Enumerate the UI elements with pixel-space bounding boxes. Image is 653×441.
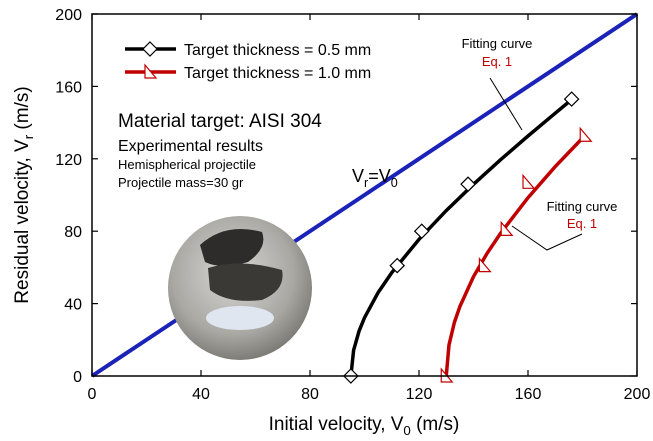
x-tick-label: 200 (624, 386, 651, 403)
x-tick-label: 0 (88, 386, 97, 403)
plot-frame (91, 13, 638, 377)
legend-marker (144, 63, 158, 79)
marker (478, 256, 492, 273)
text-block: Projectile mass=30 gr (118, 175, 244, 190)
text-block: Material target: AISI 304 (118, 111, 322, 132)
photo (168, 216, 312, 360)
x-axis-title: Initial velocity, V0 (m/s) (269, 414, 460, 438)
reference-label: Vr=V0 (352, 166, 398, 190)
photo-petal (208, 263, 283, 301)
y-tick-label: 40 (64, 297, 82, 314)
annotation: Eq. 1 (567, 216, 597, 231)
x-axis-title-part: (m/s) (411, 414, 460, 435)
labels: Material target: AISI 304 Experimental r… (12, 7, 650, 438)
y-axis-title-part: r (21, 134, 36, 139)
y-tick-label: 80 (64, 224, 82, 241)
leader-line (489, 77, 523, 131)
annotation: Eq. 1 (482, 54, 512, 69)
y-tick-label: 200 (55, 7, 82, 24)
y-axis-title-part: Residual velocity, V (12, 139, 33, 304)
x-axis-title-part: Initial velocity, V (269, 414, 404, 435)
x-tick-label: 40 (192, 386, 210, 403)
marker (522, 173, 536, 189)
legend-label: Target thickness = 0.5 mm (184, 42, 371, 59)
text-block: Hemispherical projectile (118, 157, 256, 172)
marker (563, 91, 580, 107)
x-tick-label: 160 (515, 386, 542, 403)
leader-line (511, 225, 583, 251)
reference-label-part: =V (368, 166, 391, 186)
x-tick-label: 120 (406, 386, 433, 403)
photo-hole (206, 306, 274, 330)
y-axis-title: Residual velocity, Vr (m/s) (12, 86, 36, 303)
annotation: Fitting curve (462, 36, 533, 51)
marker (460, 176, 476, 192)
marker (389, 257, 406, 274)
y-axis-title-part: (m/s) (12, 86, 33, 135)
y-tick-label: 0 (73, 369, 82, 386)
text-block: Experimental results (118, 138, 263, 155)
legend-label: Target thickness = 1.0 mm (184, 65, 371, 82)
annotation: Fitting curve (547, 199, 618, 214)
reference-label-part: V (352, 166, 364, 186)
marker (579, 126, 593, 142)
reference-label-part: r (364, 176, 368, 190)
legend-marker (142, 41, 158, 57)
y-tick-label: 120 (55, 152, 82, 169)
x-axis-title-part: 0 (403, 423, 410, 438)
photo-petal (200, 228, 264, 266)
marker (500, 220, 514, 236)
y-tick-label: 160 (55, 79, 82, 96)
fit-line (349, 98, 573, 377)
reference-label-part: 0 (391, 176, 398, 190)
marker (413, 223, 430, 240)
x-tick-label: 80 (301, 386, 319, 403)
